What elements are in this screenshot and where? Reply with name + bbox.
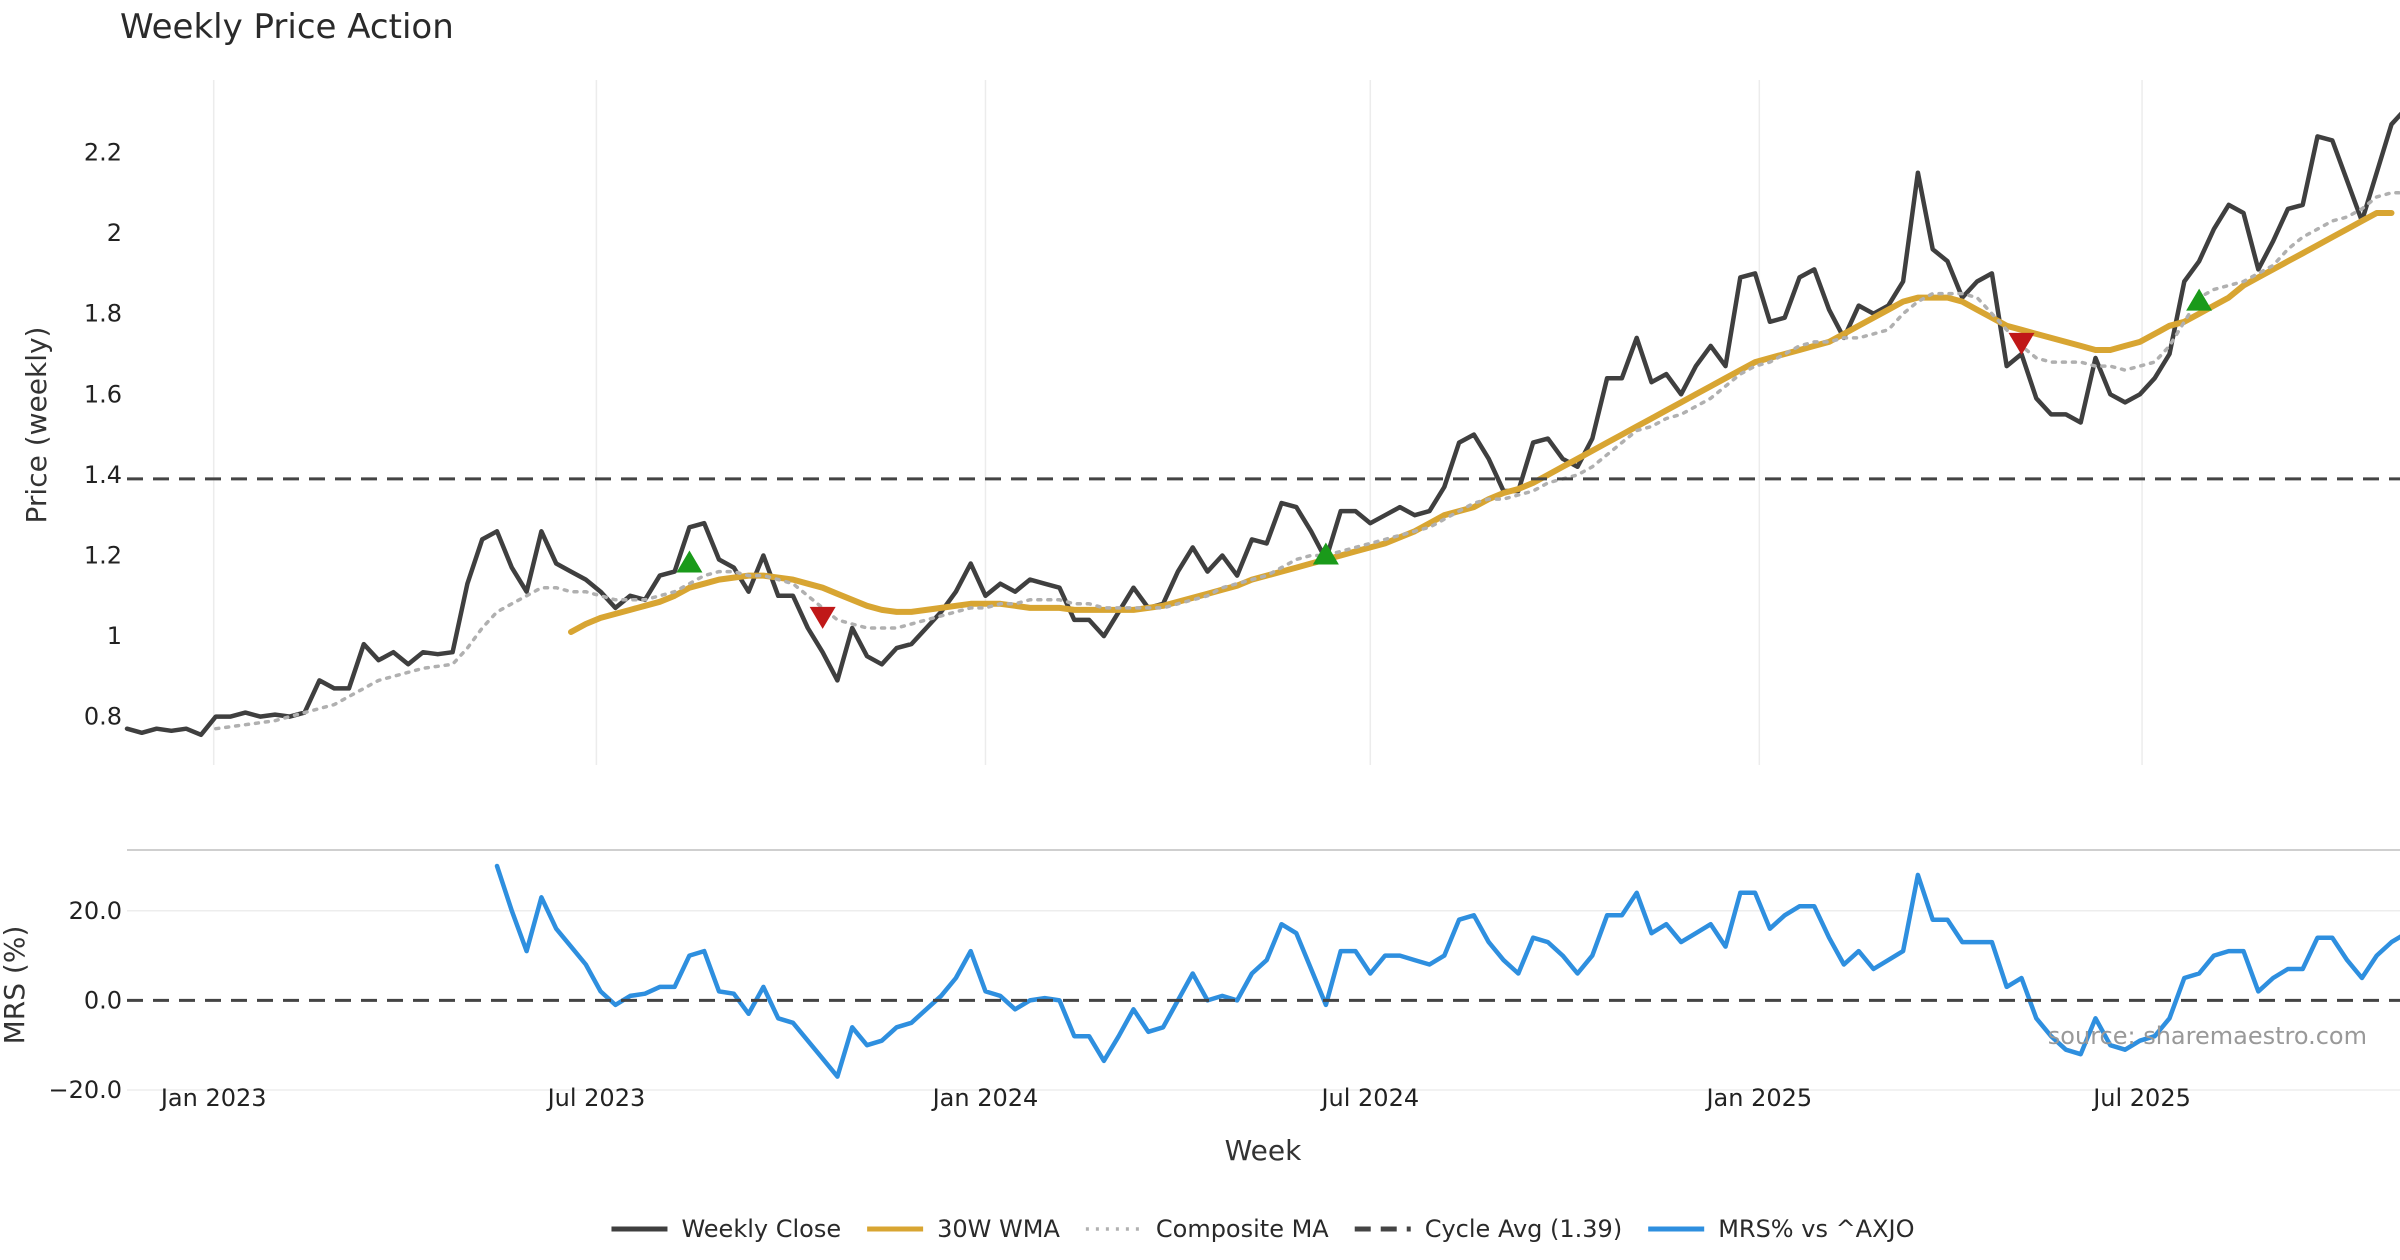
- bottom-gridlines: [127, 910, 2400, 1091]
- legend-item-mrs-vs-axjo: MRS% vs ^AXJO: [1648, 1215, 1915, 1243]
- legend-label: 30W WMA: [937, 1215, 1060, 1243]
- bottom-y-axis-title: MRS (%): [0, 926, 31, 1045]
- mrs-y-tick-label: −20.0: [48, 1076, 122, 1104]
- x-axis-title: Week: [1225, 1134, 1302, 1167]
- x-tick-label: Jul 2025: [2091, 1084, 2191, 1112]
- signal-markers: [676, 288, 2213, 629]
- 30w-wma-line: [568, 210, 2395, 635]
- mrs-y-tick-label: 0.0: [84, 986, 122, 1014]
- buy-signal-marker: [2186, 288, 2213, 311]
- y-tick-label: 1: [107, 622, 122, 650]
- composite-ma-line: [214, 191, 2400, 731]
- top-y-ticks: 0.8 1 1.2 1.4 1.6 1.8 2 2.2: [84, 139, 122, 731]
- legend-label: Weekly Close: [681, 1215, 841, 1243]
- y-tick-label: 1.8: [84, 300, 122, 328]
- y-tick-label: 1.6: [84, 380, 122, 408]
- mrs-y-tick-label: 20.0: [69, 897, 122, 925]
- y-tick-label: 2.2: [84, 139, 122, 167]
- legend-label: Cycle Avg (1.39): [1425, 1215, 1622, 1243]
- x-tick-label: Jul 2023: [546, 1084, 646, 1112]
- x-tick-label: Jan 2023: [159, 1084, 267, 1112]
- x-tick-label: Jan 2024: [931, 1084, 1039, 1112]
- legend-item-30w-wma: 30W WMA: [867, 1215, 1060, 1243]
- legend-item-composite-ma: Composite MA: [1085, 1215, 1329, 1243]
- bottom-y-ticks: −20.0 0.0 20.0: [48, 897, 122, 1104]
- x-tick-label: Jul 2024: [1319, 1084, 1419, 1112]
- legend-item-cycle-avg-1-39: Cycle Avg (1.39): [1354, 1215, 1622, 1243]
- top-vertical-gridlines: [212, 80, 2143, 765]
- y-tick-label: 1.2: [84, 541, 122, 569]
- legend-label: MRS% vs ^AXJO: [1718, 1215, 1914, 1243]
- x-tick-label: Jan 2025: [1704, 1084, 1812, 1112]
- y-tick-label: 2: [107, 219, 122, 247]
- legend: Weekly Close 30W WMA Composite MA Cycle Avg…: [611, 1215, 1915, 1243]
- buy-signal-marker: [1312, 542, 1339, 565]
- mrs-vs-axjo-line: [494, 863, 2400, 1079]
- x-tick-labels: Jan 2023 Jul 2023 Jan 2024 Jul 2024 Jan 2025…: [159, 1084, 2191, 1112]
- weekly-close-line: [124, 111, 2400, 738]
- sell-signal-marker: [2008, 332, 2035, 355]
- y-tick-label: 0.8: [84, 703, 122, 731]
- y-tick-label: 1.4: [84, 461, 122, 489]
- chart-title: Weekly Price Action: [120, 7, 454, 47]
- bottom-series-group: [127, 863, 2400, 1079]
- source-annotation: source: sharemaestro.com: [2048, 1022, 2367, 1050]
- legend-label: Composite MA: [1156, 1215, 1329, 1243]
- top-y-axis-title: Price (weekly): [20, 327, 53, 524]
- top-series-group: [124, 111, 2400, 738]
- sell-signal-marker: [809, 606, 836, 629]
- buy-signal-marker: [676, 550, 703, 573]
- legend-item-weekly-close: Weekly Close: [611, 1215, 841, 1243]
